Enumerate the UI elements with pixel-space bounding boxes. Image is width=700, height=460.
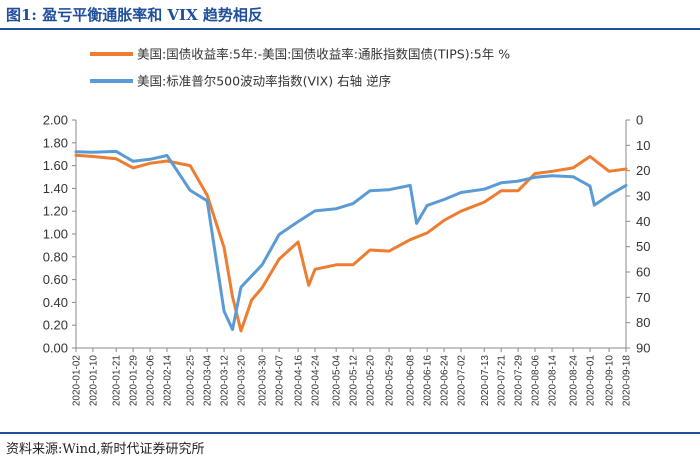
x-tick-label: 2020-04-07 [275,355,286,407]
x-tick-label: 2020-03-30 [258,355,269,407]
x-tick-label: 2020-06-24 [440,355,451,407]
x-tick-label: 2020-06-16 [423,355,434,407]
x-tick-label: 2020-07-13 [480,355,491,407]
left-y-axis: 0.00 0.20 0.40 0.60 0.80 1.00 1.20 1.40 1.60 1.80… [43,113,77,356]
right-tick-label: 30 [636,189,650,204]
left-tick-label: 0.80 [43,249,68,264]
legend: 美国:国债收益率:5年:-美国:国债收益率:通胀指数国债(TIPS):5年 % 美… [90,47,510,89]
x-tick-label: 2020-01-29 [129,355,140,407]
right-tick-label: 20 [636,163,650,178]
right-tick-label: 70 [636,290,650,305]
x-tick-label: 2020-09-10 [605,355,616,407]
right-tick-label: 90 [636,341,650,356]
x-axis: 2020-01-02 2020-01-10 2020-01-21 2020-01-29… [72,347,633,407]
x-tick-label: 2020-06-08 [406,355,417,407]
x-tick-label: 2020-03-12 [220,355,231,407]
right-y-axis: 0 10 20 30 40 50 60 70 80 90 [625,113,650,356]
x-tick-label: 2020-05-29 [385,355,396,407]
series-layer [74,149,628,333]
line-chart: 美国:国债收益率:5年:-美国:国债收益率:通胀指数国债(TIPS):5年 % 美… [43,47,651,407]
left-tick-label: 1.00 [43,227,68,242]
source-divider [0,432,700,434]
title-divider [0,28,700,30]
left-tick-label: 0.00 [43,341,68,356]
x-tick-label: 2020-05-04 [332,355,343,407]
x-tick-label: 2020-01-02 [72,355,83,407]
right-tick-label: 0 [636,113,643,128]
x-tick-label: 2020-08-14 [547,355,558,407]
right-tick-label: 40 [636,214,650,229]
x-tick-label: 2020-03-04 [203,355,214,407]
left-tick-label: 1.80 [43,135,68,150]
x-tick-label: 2020-04-24 [311,355,322,407]
x-tick-label: 2020-09-01 [586,355,597,407]
left-tick-label: 1.20 [43,204,68,219]
right-tick-label: 10 [636,138,650,153]
x-tick-label: 2020-08-24 [569,355,580,407]
x-tick-label: 2020-05-12 [349,355,360,407]
x-tick-label: 2020-07-29 [514,355,525,407]
left-tick-label: 0.20 [43,318,68,333]
right-tick-label: 50 [636,239,650,254]
x-tick-label: 2020-01-10 [88,355,99,407]
x-tick-label: 2020-05-20 [366,355,377,407]
vix-line [74,149,628,331]
x-tick-label: 2020-07-02 [457,355,468,407]
left-tick-label: 0.40 [43,295,68,310]
x-tick-label: 2020-02-06 [146,355,157,407]
x-tick-label: 2020-02-25 [186,355,197,407]
source-note: 资料来源:Wind,新时代证券研究所 [6,442,205,457]
x-tick-label: 2020-04-16 [294,355,305,407]
breakeven-inflation-line [74,153,628,333]
right-tick-label: 60 [636,265,650,280]
x-tick-label: 2020-08-06 [531,355,542,407]
x-tick-label: 2020-03-20 [237,355,248,407]
legend-label: 美国:国债收益率:5年:-美国:国债收益率:通胀指数国债(TIPS):5年 % [137,47,510,62]
legend-label: 美国:标准普尔500波动率指数(VIX) 右轴 逆序 [137,74,391,89]
left-tick-label: 1.40 [43,181,68,196]
right-tick-label: 80 [636,315,650,330]
x-tick-label: 2020-01-21 [112,355,123,407]
x-tick-label: 2020-07-21 [497,355,508,407]
left-tick-label: 0.60 [43,272,68,287]
left-tick-label: 2.00 [43,113,68,128]
left-tick-label: 1.60 [43,158,68,173]
x-tick-label: 2020-09-18 [622,355,633,407]
figure-title: 图1: 盈亏平衡通胀率和 VIX 趋势相反 [6,6,263,24]
x-tick-label: 2020-02-14 [162,355,173,407]
